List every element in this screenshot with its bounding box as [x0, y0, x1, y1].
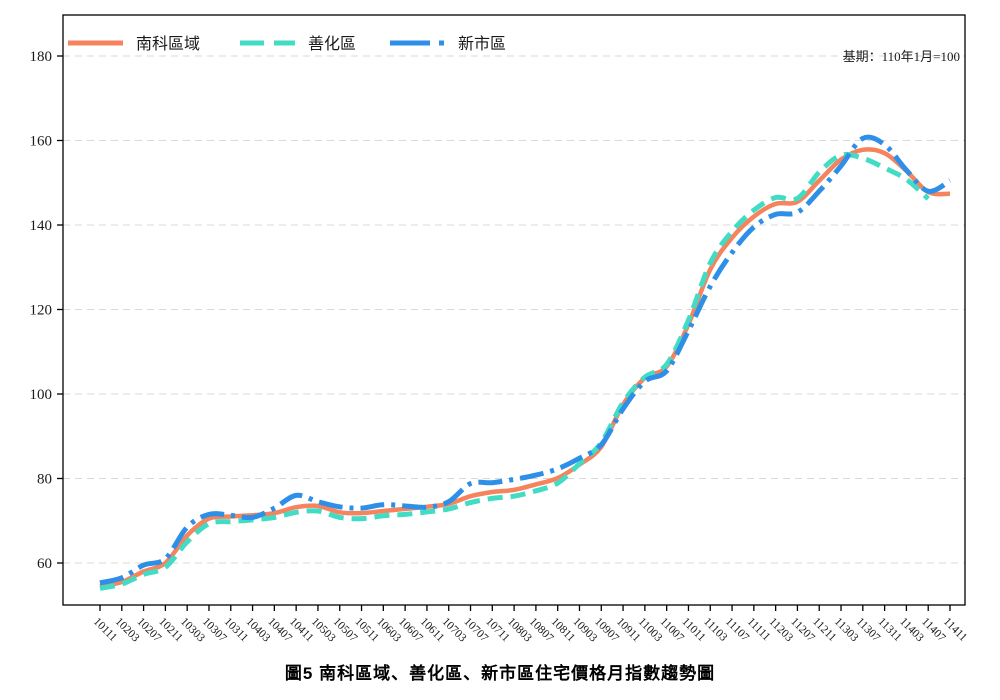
x-tick-label: 10911	[614, 616, 643, 645]
x-tick-label: 10411	[287, 616, 316, 645]
x-tick-label: 10111	[91, 616, 119, 644]
x-tick-label: 11107	[723, 616, 751, 644]
y-axis: 60 80 100 120 140 160 180	[30, 49, 63, 572]
x-tick-label: 11011	[679, 616, 707, 644]
legend-label-2: 善化區	[308, 35, 356, 53]
y-tick-label: 140	[30, 218, 53, 234]
x-tick-label: 10711	[483, 616, 512, 645]
y-tick-label: 100	[30, 387, 53, 403]
x-tick-label: 11311	[875, 616, 903, 644]
x-tick-label: 11207	[788, 616, 817, 645]
series-line-2	[99, 151, 930, 591]
x-tick-label: 10211	[156, 616, 185, 645]
chart-caption: 圖5 南科區域、善化區、新市區住宅價格月指數趨勢圖	[284, 664, 716, 683]
y-tick-label: 120	[30, 303, 53, 319]
x-tick-label: 11403	[897, 616, 926, 645]
x-tick-label: 11103	[701, 616, 729, 644]
x-tick-label: 11303	[832, 616, 861, 645]
x-tick-label: 11411	[941, 616, 969, 644]
y-tick-label: 80	[37, 472, 52, 488]
x-tick-label: 11307	[854, 616, 883, 645]
x-tick-label: 10511	[352, 616, 381, 645]
x-tick-label: 10311	[222, 616, 251, 645]
series-line-1	[99, 147, 951, 589]
x-tick-label: 11203	[767, 616, 796, 645]
legend-label-1: 南科區域	[136, 35, 200, 53]
series-lines	[99, 134, 952, 591]
legend-label-3: 新市區	[458, 35, 506, 53]
x-tick-label: 11407	[919, 616, 948, 645]
y-tick-label: 160	[30, 134, 53, 150]
series-line-3	[99, 134, 952, 586]
x-tick-label: 11007	[658, 616, 687, 645]
x-tick-label: 11111	[745, 616, 773, 644]
x-tick-label: 11211	[810, 616, 838, 644]
x-tick-label: 10811	[549, 616, 578, 645]
y-tick-label: 180	[30, 49, 53, 65]
x-tick-label: 10611	[418, 616, 447, 645]
x-tick-label: 11003	[636, 616, 665, 645]
legend: 南科區域 善化區 新市區	[68, 35, 506, 53]
gridlines	[63, 55, 965, 564]
base-period-note: 基期：110年1月=100	[842, 49, 960, 64]
x-axis: 1011110203102071021110303103071031110403…	[91, 605, 969, 645]
y-tick-label: 60	[37, 556, 52, 572]
